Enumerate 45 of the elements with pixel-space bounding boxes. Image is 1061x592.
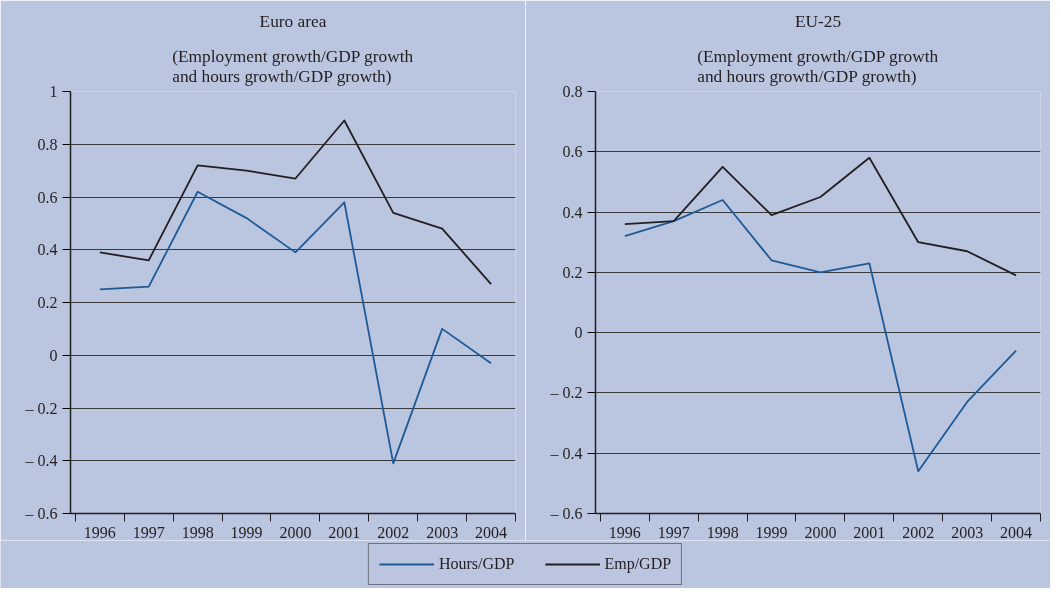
x-tick-label: 1996: [608, 523, 641, 541]
x-tick-label: 2004: [1000, 523, 1033, 541]
x-tick-label: 2001: [328, 523, 361, 541]
x-tick-label: 1999: [755, 523, 788, 541]
y-tick-label: 0.8: [562, 83, 583, 100]
x-tick-label: 2004: [475, 523, 508, 541]
x-tick-label: 2001: [853, 523, 886, 541]
x-tick-label: 2000: [804, 523, 837, 541]
x-tick-label: 1998: [181, 523, 214, 541]
line-series: [98, 119, 492, 285]
x-tick-label: 2000: [279, 523, 312, 541]
y-tick-label: 0.6: [37, 188, 58, 206]
y-tick-label: – 0.6: [24, 505, 58, 522]
y-tick-label: 0: [574, 324, 583, 342]
y-tick-label: – 0.2: [549, 384, 583, 402]
chart-title: EU-25: [794, 11, 842, 31]
y-tick-label: 1: [49, 83, 58, 100]
y-tick-label: 0.6: [562, 143, 583, 161]
line-series: [623, 199, 1017, 473]
legend-label: Hours/GDP: [438, 555, 515, 573]
y-tick-label: – 0.4: [549, 444, 583, 462]
y-tick-label: 0.4: [37, 241, 58, 259]
y-tick-label: 0.2: [562, 263, 583, 281]
x-tick-label: 2003: [951, 523, 984, 541]
x-tick-label: 1997: [657, 523, 690, 541]
x-tick-label: 2003: [426, 523, 459, 541]
legend-label: Emp/GDP: [604, 555, 672, 573]
x-tick-label: 1999: [230, 523, 263, 541]
x-tick-label: 2002: [902, 523, 935, 541]
x-tick-label: 1997: [132, 523, 165, 541]
y-tick-label: – 0.4: [24, 452, 58, 470]
line-series: [623, 156, 1017, 277]
y-tick-label: 0.2: [37, 294, 58, 311]
chart-subtitle: (Employment growth/GDP growth and hours growth/GDP growth): [697, 46, 939, 87]
x-tick-label: 1996: [83, 523, 116, 541]
y-tick-label: 0: [49, 346, 58, 364]
y-tick-label: – 0.6: [549, 505, 583, 522]
chart-title: Euro area: [259, 11, 327, 31]
y-tick-label: – 0.2: [24, 399, 58, 417]
chart-subtitle: (Employment growth/GDP growth and hours growth/GDP growth): [172, 46, 414, 87]
x-tick-label: 2002: [377, 523, 410, 541]
y-tick-label: 0.8: [37, 135, 58, 153]
y-tick-label: 0.4: [562, 203, 583, 221]
line-series: [98, 190, 492, 465]
x-tick-label: 1998: [706, 523, 739, 541]
